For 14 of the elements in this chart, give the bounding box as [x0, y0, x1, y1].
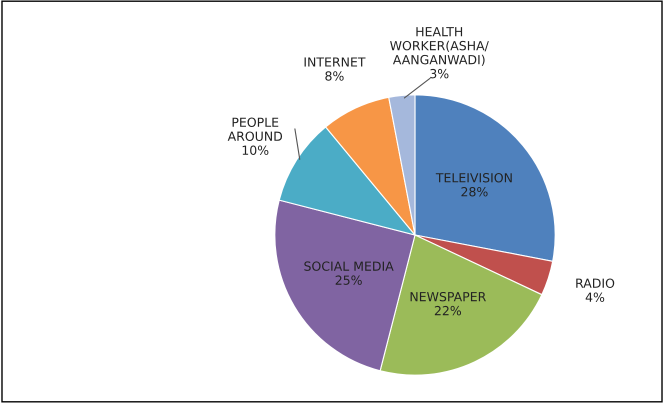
data-label: 25% [336, 275, 362, 285]
data-label: 4% [586, 292, 604, 302]
data-label: 28% [461, 187, 488, 196]
data-label: 22% [434, 306, 462, 316]
data-label: 10% [242, 146, 268, 155]
slice-label: TELEIVISION [436, 173, 512, 182]
slice-label: SOCIAL MEDIA [304, 261, 394, 271]
data-label: 3% [430, 68, 448, 78]
data-label: 8% [325, 71, 344, 81]
slice-label: NEWSPAPER [410, 292, 486, 302]
slice-label: PEOPLE AROUND [228, 118, 282, 141]
slice-label: RADIO [576, 278, 614, 288]
slice-label: HEALTH WORKER(ASHA/ AANGANWADI) [390, 27, 489, 66]
slice-label: INTERNET [304, 57, 366, 67]
